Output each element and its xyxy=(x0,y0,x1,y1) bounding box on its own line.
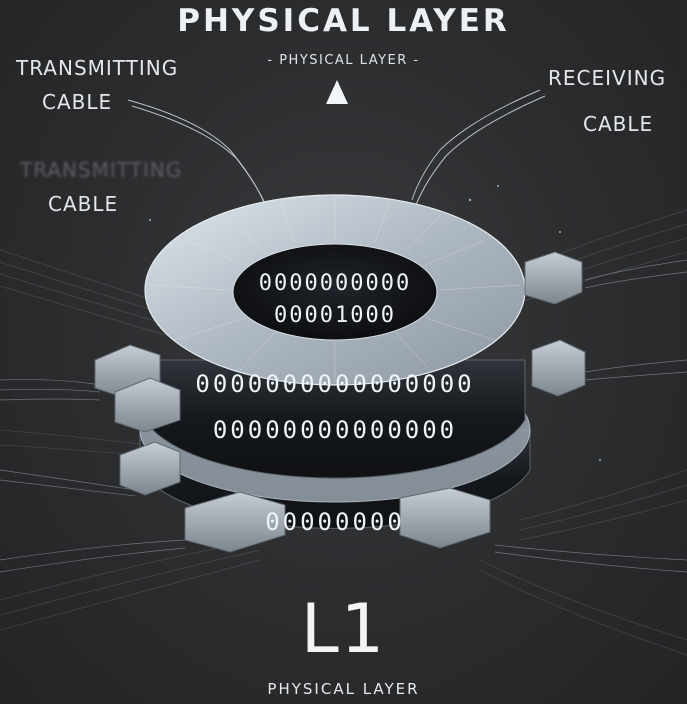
outer-bits-row2: 00000000000000 xyxy=(213,416,457,444)
bottom-caption: PHYSICAL LAYER xyxy=(267,680,420,698)
layer-code: L1 xyxy=(300,590,387,669)
receiving-label-line2: CABLE xyxy=(583,112,654,136)
outer-bits-row1: 0000000000000000 xyxy=(195,370,474,398)
receiving-label-line1: RECEIVING xyxy=(548,66,667,90)
diagram-subtitle: - PHYSICAL LAYER - xyxy=(267,53,420,68)
left-cable-fibers xyxy=(0,379,186,573)
faded-label-line2: CABLE xyxy=(48,192,119,216)
ring-inner-hole xyxy=(232,243,438,341)
up-arrow-icon xyxy=(326,80,348,104)
diagram-title: PHYSICAL LAYER xyxy=(177,3,510,39)
inner-bits-row2: 00001000 xyxy=(274,303,396,328)
label-leader-lines xyxy=(127,89,546,211)
transmitting-label-line1: TRANSMITTING xyxy=(16,56,179,80)
right-cable-fibers xyxy=(494,259,687,573)
outer-bits-row3: 00000000 xyxy=(265,508,405,536)
transmitting-label-line2: CABLE xyxy=(42,90,113,114)
rj45-connector-icon xyxy=(94,251,586,553)
inner-bits-row1: 0000000000 xyxy=(259,271,411,296)
faded-label-line1: TRANSMITTING xyxy=(20,158,183,182)
